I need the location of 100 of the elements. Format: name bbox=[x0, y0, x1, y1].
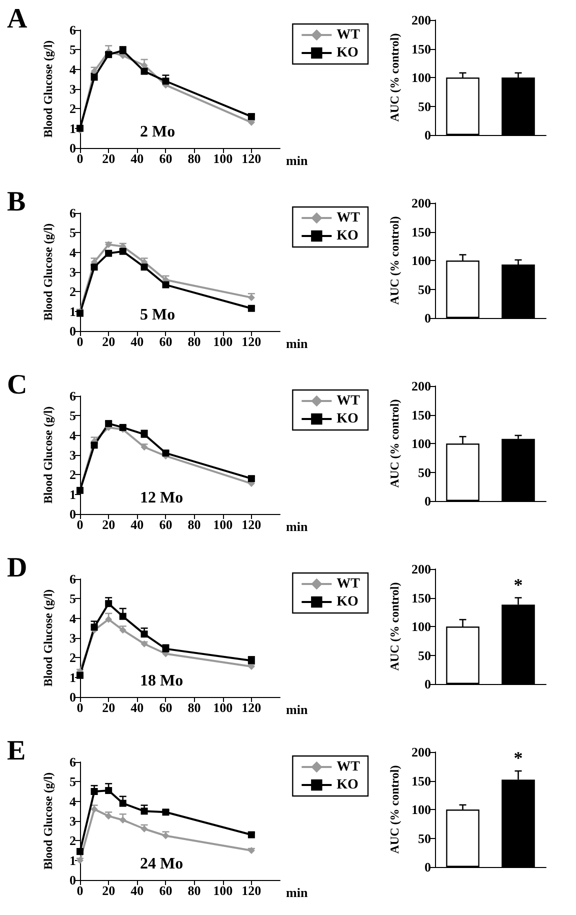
y-tick-label: 50 bbox=[418, 830, 431, 846]
point bbox=[140, 630, 148, 638]
point bbox=[140, 808, 148, 815]
point bbox=[119, 248, 126, 255]
point bbox=[90, 788, 98, 795]
point bbox=[105, 600, 112, 608]
y-axis-title: AUC (% control) bbox=[388, 399, 402, 488]
point bbox=[105, 616, 112, 623]
y-axis-title: Blood Glucose (g/l) bbox=[41, 772, 55, 870]
x-tick-label: 60 bbox=[159, 151, 172, 166]
y-tick-label: 4 bbox=[70, 428, 76, 443]
y-tick-label: 6 bbox=[70, 754, 76, 770]
y-tick-label: 150 bbox=[412, 407, 431, 422]
x-tick-label: 40 bbox=[130, 334, 144, 349]
legend-label: KO bbox=[336, 594, 359, 610]
x-tick-label: 20 bbox=[102, 151, 116, 166]
x-tick-label: 100 bbox=[213, 883, 233, 898]
y-tick-label: 3 bbox=[70, 630, 76, 646]
legend-label: KO bbox=[336, 46, 359, 60]
annotation: * bbox=[514, 748, 523, 768]
legend-label: KO bbox=[336, 228, 359, 244]
x-tick-label: 40 bbox=[130, 883, 144, 898]
y-axis-title: AUC (% control) bbox=[388, 33, 402, 122]
point bbox=[140, 825, 148, 832]
y-tick-label: 100 bbox=[412, 70, 431, 85]
y-tick-label: 100 bbox=[412, 436, 431, 451]
x-tick-label: 120 bbox=[242, 700, 262, 715]
y-tick-label: 0 bbox=[424, 676, 431, 692]
y-tick-label: 0 bbox=[424, 128, 431, 142]
x-tick-label: 100 bbox=[213, 334, 233, 349]
y-tick-label: 200 bbox=[412, 12, 431, 28]
annotation: 12 Mo bbox=[140, 490, 184, 506]
x-tick-label: 80 bbox=[188, 700, 201, 715]
x-axis-title: min bbox=[286, 336, 308, 351]
y-axis-title: Blood Glucose (g/l) bbox=[41, 223, 55, 321]
y-axis-title: Blood Glucose (g/l) bbox=[41, 406, 55, 504]
y-tick-label: 3 bbox=[70, 814, 76, 828]
y-tick-label: 6 bbox=[70, 206, 76, 220]
y-axis-title: Blood Glucose (g/l) bbox=[41, 40, 55, 138]
y-tick-label: 50 bbox=[418, 464, 431, 480]
y-tick-label: 0 bbox=[424, 860, 431, 874]
y-tick-label: 200 bbox=[412, 562, 431, 576]
x-tick-label: 60 bbox=[159, 334, 172, 349]
point bbox=[248, 113, 255, 120]
point bbox=[119, 816, 126, 824]
y-tick-label: 100 bbox=[412, 253, 431, 268]
x-tick-label: 40 bbox=[130, 151, 144, 166]
x-tick-label: 100 bbox=[213, 517, 233, 532]
x-tick-label: 60 bbox=[159, 700, 172, 715]
point bbox=[105, 240, 112, 248]
chart-title: B bbox=[7, 186, 26, 218]
y-tick-label: 4 bbox=[70, 794, 76, 809]
y-tick-label: 50 bbox=[418, 648, 431, 663]
y-tick-label: 200 bbox=[412, 378, 431, 394]
y-tick-label: 5 bbox=[70, 591, 76, 606]
x-axis-title: min bbox=[286, 885, 308, 900]
point bbox=[105, 250, 112, 257]
x-tick-label: 120 bbox=[242, 334, 262, 349]
point bbox=[105, 787, 112, 794]
legend-label: WT bbox=[336, 394, 361, 408]
x-tick-label: 120 bbox=[242, 151, 262, 166]
point bbox=[119, 800, 126, 807]
y-tick-label: 1 bbox=[70, 304, 76, 319]
x-tick-label: 120 bbox=[242, 883, 262, 898]
annotation: * bbox=[514, 574, 523, 595]
point bbox=[140, 68, 148, 75]
annotation: 18 Mo bbox=[140, 672, 184, 690]
point bbox=[140, 444, 148, 451]
x-tick-label: 20 bbox=[102, 883, 116, 898]
y-tick-label: 0 bbox=[70, 690, 76, 704]
point bbox=[140, 430, 148, 438]
legend-label: WT bbox=[336, 28, 361, 42]
point bbox=[119, 626, 126, 634]
y-tick-label: 0 bbox=[70, 324, 76, 338]
y-tick-label: 150 bbox=[412, 773, 431, 788]
point bbox=[90, 68, 98, 75]
point bbox=[90, 806, 98, 813]
point bbox=[76, 856, 84, 864]
y-tick-label: 1 bbox=[70, 852, 76, 868]
y-tick-label: 50 bbox=[418, 98, 431, 114]
x-tick-label: 40 bbox=[130, 517, 144, 532]
point bbox=[248, 304, 255, 312]
point bbox=[162, 78, 170, 85]
chart-title: A bbox=[7, 4, 28, 34]
y-tick-label: 4 bbox=[70, 62, 76, 77]
point bbox=[76, 848, 84, 855]
point bbox=[90, 264, 98, 271]
annotation: 2 Mo bbox=[140, 124, 176, 140]
y-tick-label: 6 bbox=[70, 388, 76, 404]
y-tick-label: 2 bbox=[70, 101, 76, 116]
point bbox=[140, 62, 148, 69]
x-tick-label: 20 bbox=[102, 517, 116, 532]
point bbox=[140, 640, 148, 648]
legend-label: KO bbox=[336, 778, 359, 792]
y-tick-label: 3 bbox=[70, 264, 76, 280]
x-tick-label: 60 bbox=[159, 883, 172, 898]
chart-title: E bbox=[7, 736, 26, 766]
x-tick-label: 80 bbox=[188, 151, 201, 166]
x-tick-label: 80 bbox=[188, 883, 201, 898]
y-tick-label: 0 bbox=[70, 140, 76, 156]
